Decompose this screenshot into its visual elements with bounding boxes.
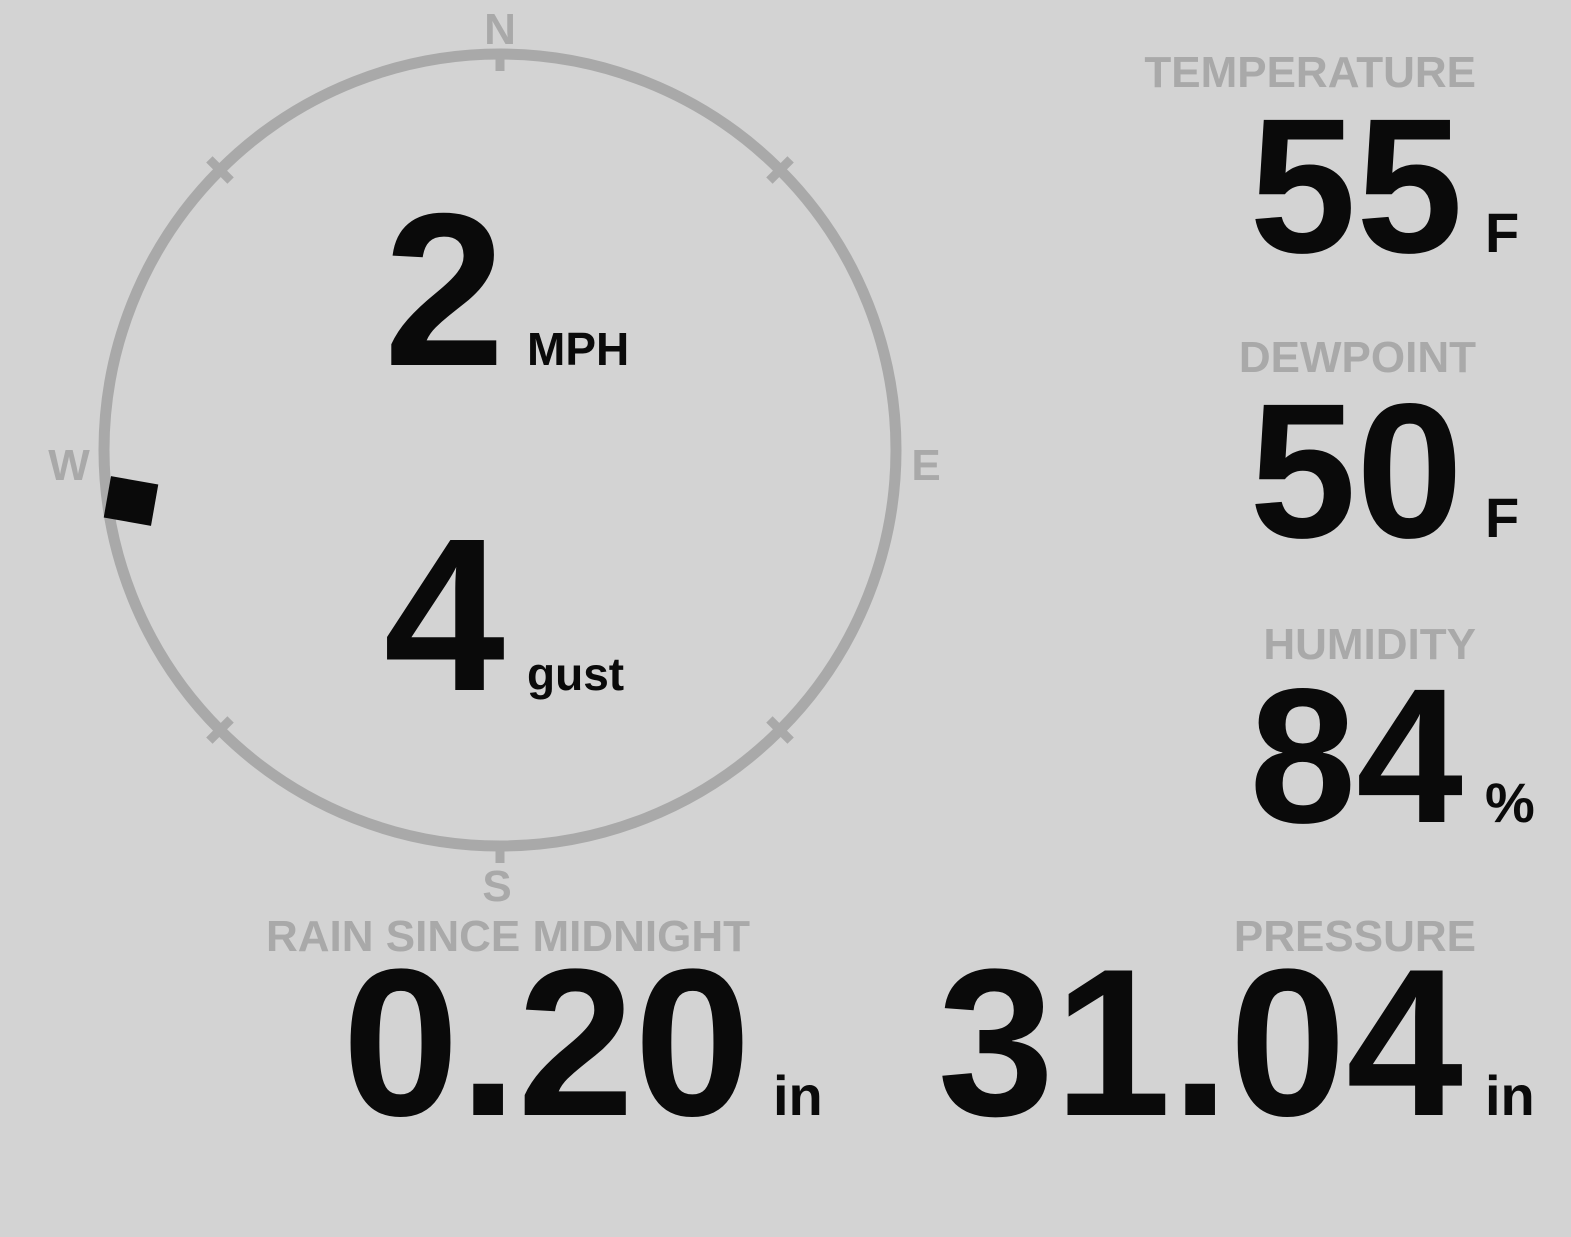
humidity-readout: 84 %	[1249, 660, 1563, 852]
compass-label-west: W	[48, 441, 90, 490]
compass-tick-nw	[206, 156, 234, 184]
compass-label-north: N	[484, 5, 516, 54]
wind-gust-unit: gust	[527, 648, 625, 700]
wind-gust-readout: 4 gust	[384, 507, 645, 725]
wind-speed-value: 2	[383, 169, 505, 412]
dewpoint-value: 50	[1249, 363, 1463, 578]
wind-speed-unit: MPH	[527, 323, 630, 375]
humidity-unit: %	[1485, 771, 1535, 834]
humidity-value: 84	[1249, 648, 1463, 863]
humidity-label: HUMIDITY	[1263, 620, 1476, 669]
wind-compass: N E S W	[48, 5, 940, 911]
rain-readout: 0.20 in	[342, 938, 851, 1148]
compass-tick-se	[766, 716, 794, 744]
rain-value: 0.20	[342, 925, 751, 1160]
wind-direction-marker	[103, 476, 159, 526]
rain-unit: in	[773, 1064, 823, 1127]
dewpoint-readout: 50 F	[1249, 375, 1563, 567]
pressure-label: PRESSURE	[1233, 912, 1476, 961]
pressure-value: 31.04	[937, 925, 1463, 1160]
pressure-unit: in	[1485, 1064, 1535, 1127]
compass-label-east: E	[911, 441, 940, 490]
wind-speed-readout: 2 MPH	[384, 182, 645, 400]
dewpoint-label: DEWPOINT	[1238, 333, 1476, 382]
compass-ticks	[206, 51, 794, 863]
wind-gust-value: 4	[383, 494, 505, 737]
compass-tick-ne	[766, 156, 794, 184]
temperature-readout: 55 F	[1249, 90, 1563, 282]
compass-tick-sw	[206, 716, 234, 744]
temperature-label: TEMPERATURE	[1144, 48, 1476, 97]
pressure-readout: 31.04 in	[937, 938, 1563, 1148]
dewpoint-unit: F	[1485, 486, 1520, 549]
compass-label-south: S	[482, 862, 511, 911]
temperature-value: 55	[1249, 78, 1463, 293]
rain-label: RAIN SINCE MIDNIGHT	[266, 912, 750, 961]
temperature-unit: F	[1485, 201, 1520, 264]
